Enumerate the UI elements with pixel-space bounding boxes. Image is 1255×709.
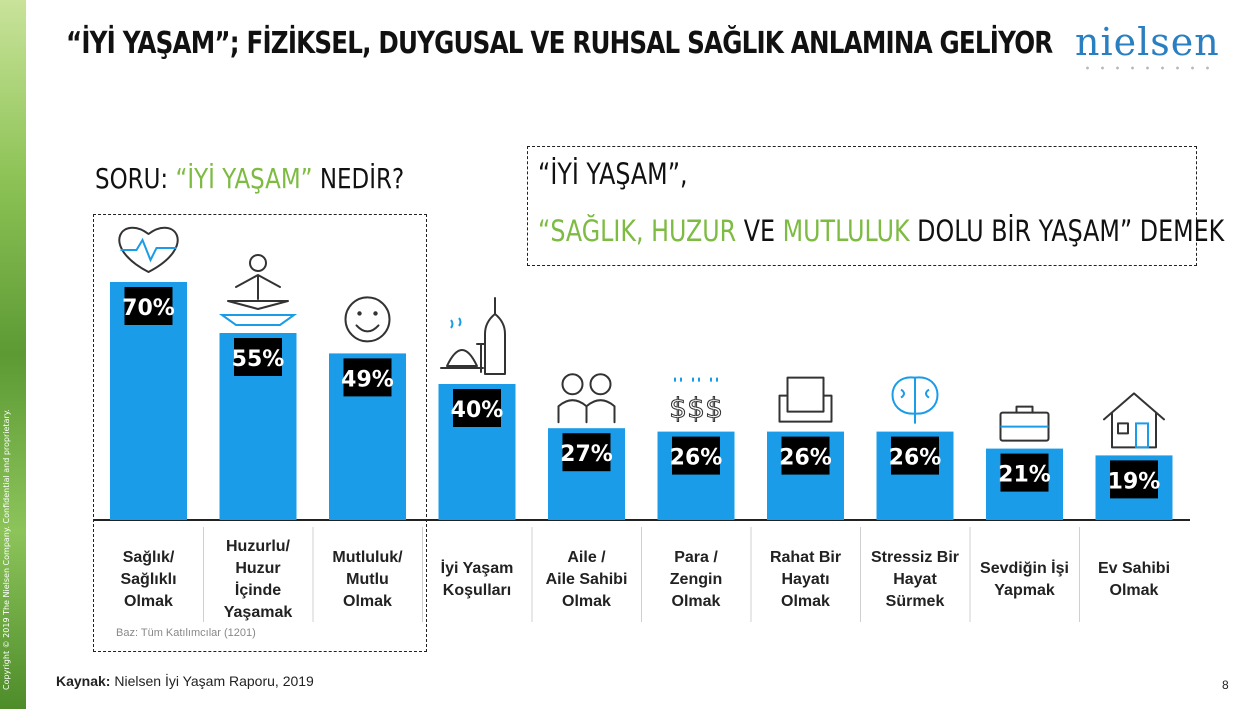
category-label-line: Sağlıklı <box>120 571 176 588</box>
source-note: Kaynak: Nielsen İyi Yaşam Raporu, 2019 <box>56 673 314 689</box>
value-label-box <box>781 436 830 475</box>
svg-text:$: $ <box>687 392 705 425</box>
base-note: Baz: Tüm Katılımcılar (1201) <box>116 627 256 639</box>
category-label: Huzurlu/Huzur İçinde Yaşamak <box>224 538 293 621</box>
category-label-line: Olmak <box>343 593 392 610</box>
value-label: 55% <box>232 347 285 372</box>
value-label: 26% <box>889 446 942 471</box>
category-label: Mutluluk/Mutlu Olmak <box>332 549 403 610</box>
value-label: 40% <box>451 398 504 423</box>
category-label-line: Yapmak <box>994 582 1055 599</box>
category-label-line: Hayatı <box>781 571 829 588</box>
question-suffix: NEDİR? <box>312 162 405 195</box>
svg-text:$: $ <box>705 392 723 425</box>
value-label-box <box>343 358 392 397</box>
highlight-group-box <box>93 214 427 652</box>
callout-rest: DOLU BİR YAŞAM” DEMEK <box>909 214 1225 248</box>
value-label: 49% <box>341 367 394 392</box>
category-label-line: Huzurlu/ <box>226 538 291 555</box>
logo-dots <box>1080 66 1210 70</box>
left-decorative-strip <box>0 0 26 709</box>
category-label-line: Olmak <box>781 593 830 610</box>
callout-box: “İYİ YAŞAM”, “SAĞLIK, HUZUR VE MUTLULUK … <box>527 146 1224 266</box>
heart-rate-icon <box>118 226 179 273</box>
source-text: Nielsen İyi Yaşam Raporu, 2019 <box>110 673 314 689</box>
smiley-icon <box>344 296 391 343</box>
value-label-box <box>124 287 173 325</box>
category-label-line: Huzur <box>235 560 280 577</box>
callout-open-quote: “ <box>538 214 551 248</box>
category-label: Ev Sahibi Olmak <box>1098 560 1170 599</box>
category-label-line: Hayat <box>893 571 937 588</box>
category-label-line: Yaşamak <box>224 604 293 621</box>
money-icon: $ $ $ <box>669 377 723 425</box>
callout-line-2: “SAĞLIK, HUZUR VE MUTLULUK DOLU BİR YAŞA… <box>538 214 1224 248</box>
category-label-line: Rahat Bir <box>770 549 841 566</box>
question-heading: SORU: “İYİ YAŞAM” NEDİR? <box>95 162 404 195</box>
category-label-line: Aile Sahibi <box>546 571 628 588</box>
family-icon <box>557 373 616 424</box>
category-label-line: Stressiz Bir <box>871 549 959 566</box>
value-label: 21% <box>998 463 1051 488</box>
category-label-line: Olmak <box>562 593 611 610</box>
category-label-line: Para / <box>674 549 718 566</box>
armchair-icon <box>778 376 833 423</box>
value-label-box <box>1110 460 1158 499</box>
category-label-line: Sevdiğin İşi <box>980 559 1069 577</box>
category-label-line: İçinde <box>235 581 281 599</box>
page-title: “İYİ YAŞAM”; FİZİKSEL, DUYGUSAL VE RUHSA… <box>66 26 1053 61</box>
category-label-line: Mutlu <box>346 571 389 588</box>
value-label: 70% <box>122 296 175 321</box>
category-label-line: Ev Sahibi <box>1098 560 1170 577</box>
svg-text:$: $ <box>669 392 687 425</box>
value-label-box <box>453 389 501 427</box>
category-label-line: Sağlık/ <box>123 549 175 566</box>
value-label-box <box>891 436 939 475</box>
category-label-line: Mutluluk/ <box>332 549 403 566</box>
category-label: İyi Yaşam Koşulları <box>441 559 514 599</box>
briefcase-icon <box>999 405 1050 442</box>
meditation-icon <box>218 254 298 326</box>
question-highlight: “İYİ YAŞAM” <box>175 162 313 195</box>
question-prefix: SORU: <box>95 162 176 195</box>
callout-line-1: “İYİ YAŞAM”, <box>538 157 688 191</box>
dining-icon <box>440 297 506 375</box>
category-label-line: İyi Yaşam <box>441 559 514 577</box>
category-label: Sağlık/Sağlıklı Olmak <box>120 549 176 610</box>
callout-health-peace: SAĞLIK, HUZUR <box>550 214 737 248</box>
category-label-line: Koşulları <box>443 582 511 599</box>
page-number: 8 <box>1222 678 1229 692</box>
value-label-box <box>562 433 611 472</box>
category-label-line: Olmak <box>672 593 721 610</box>
category-label: Para / Zengin Olmak <box>670 549 722 610</box>
category-label-line: Olmak <box>124 593 173 610</box>
category-label: Rahat Bir Hayatı Olmak <box>770 549 841 610</box>
callout-and: VE <box>736 214 783 248</box>
category-label-line: Olmak <box>1110 582 1159 599</box>
value-label: 26% <box>670 446 723 471</box>
value-label: 27% <box>560 442 613 467</box>
house-icon <box>1103 392 1165 449</box>
value-label: 19% <box>1108 469 1161 494</box>
category-label-line: Sürmek <box>886 593 945 610</box>
nielsen-logo: nielsen <box>1075 20 1220 64</box>
category-label-line: Aile / <box>567 549 606 566</box>
brain-icon <box>891 376 939 424</box>
value-label-box <box>672 436 720 475</box>
value-label-box <box>1000 453 1049 492</box>
category-label-line: Zengin <box>670 571 722 588</box>
category-label: Sevdiğin İşi Yapmak <box>980 559 1069 599</box>
category-label: Aile / Aile Sahibi Olmak <box>546 549 628 610</box>
callout-happiness: MUTLULUK <box>782 214 910 248</box>
source-label: Kaynak: <box>56 673 111 689</box>
category-label: Stressiz Bir Hayat Sürmek <box>871 549 959 610</box>
value-label-box <box>234 338 282 376</box>
value-label: 26% <box>779 446 832 471</box>
